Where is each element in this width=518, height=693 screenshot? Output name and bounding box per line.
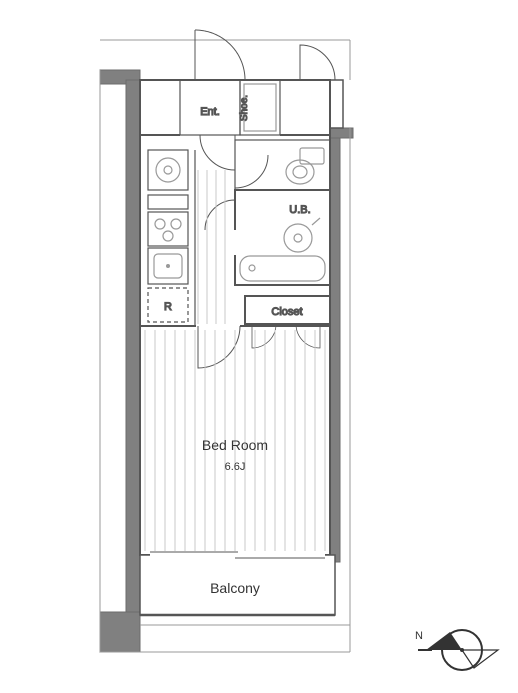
compass-icon: N xyxy=(415,630,498,670)
balcony: Balcony xyxy=(140,552,335,615)
balcony-label: Balcony xyxy=(210,580,260,596)
compass-n-label: N xyxy=(415,630,423,642)
corridor-door-swings xyxy=(195,30,335,80)
fridge-label: R xyxy=(164,301,172,313)
floorplan-diagram: M.B. Ent. Shoe. xyxy=(0,0,518,693)
ub-label: U.B. xyxy=(289,204,310,216)
ent-label: Ent. xyxy=(200,106,220,118)
bedroom-name-label: Bed Room xyxy=(202,437,268,453)
bedroom-size-label: 6.6J xyxy=(225,461,246,473)
shoe-label: Shoe. xyxy=(239,95,250,121)
closet-label: Closet xyxy=(271,306,302,318)
